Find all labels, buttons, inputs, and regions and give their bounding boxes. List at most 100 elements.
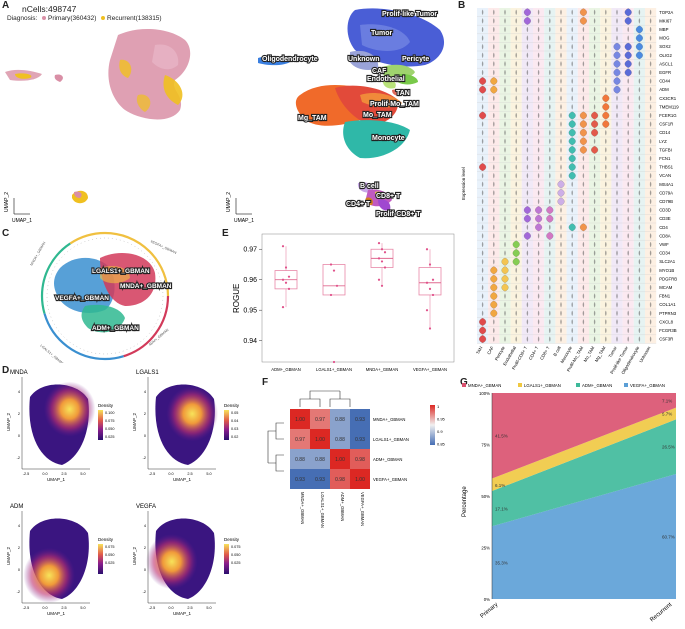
violin [526, 293, 529, 299]
violin [549, 9, 551, 15]
density-ylabel: UMAP_2 [132, 412, 137, 431]
violin [593, 319, 596, 325]
violin [481, 104, 484, 110]
y-tick-label: 0.97 [243, 247, 257, 254]
violin [560, 147, 562, 153]
g-y-tick: 0% [484, 597, 490, 602]
violin [571, 284, 573, 291]
violin [515, 61, 517, 67]
violin [549, 18, 551, 24]
violin [571, 69, 573, 76]
violin [638, 87, 641, 93]
density-hotspot [166, 386, 219, 442]
density-plot-title: LGALS1 [136, 370, 159, 376]
gene-label: FCGR3B [659, 328, 677, 333]
box-point [284, 281, 288, 284]
violin [490, 292, 498, 301]
circos-label-mnda: MNDA+_GBMAN [120, 283, 172, 290]
violin [526, 173, 529, 179]
violin [560, 138, 562, 144]
violin [605, 327, 607, 334]
violin [605, 44, 607, 50]
violin [638, 198, 641, 205]
violin [582, 216, 585, 222]
violin [638, 276, 641, 282]
violin [549, 87, 551, 93]
area-label-recurrent: 5.7% [662, 411, 672, 416]
violin [537, 26, 540, 33]
box-point [332, 360, 336, 364]
legend-swatch-2 [576, 383, 580, 387]
violin [526, 130, 529, 136]
violin [571, 259, 573, 265]
violin [490, 274, 498, 283]
violin [481, 138, 484, 144]
violin [515, 224, 517, 230]
violin [627, 233, 629, 239]
violin [649, 336, 652, 342]
legend-swatch-3 [624, 383, 628, 387]
violin [549, 26, 551, 33]
violin [602, 94, 610, 103]
violin [571, 327, 573, 334]
density-y-tick: -2 [143, 456, 146, 460]
violin [593, 224, 596, 230]
violin [582, 181, 585, 187]
violin [560, 61, 562, 67]
density-legend-title: Density [98, 403, 114, 408]
violin [638, 319, 641, 325]
area-label-recurrent: 26.5% [662, 445, 675, 450]
violin [481, 224, 484, 230]
violin [627, 155, 629, 162]
density-x-tick: 2.5 [187, 606, 192, 610]
violin [627, 293, 629, 299]
violin [571, 18, 573, 24]
violin [605, 35, 607, 41]
violin [493, 233, 495, 239]
violin [605, 216, 607, 222]
violin [605, 69, 607, 76]
panel-g-letter: G [460, 377, 468, 388]
violin [526, 224, 529, 230]
violin [537, 18, 540, 24]
area-VEGFA+_GBMAN [492, 473, 676, 599]
violin [515, 164, 517, 170]
violin [535, 206, 543, 215]
violin [593, 155, 596, 162]
violin [616, 302, 618, 308]
density-colorbar [98, 544, 103, 574]
violin [582, 95, 585, 101]
violin [512, 240, 520, 249]
violin [591, 145, 599, 154]
violin [593, 18, 596, 24]
heatmap-cell [290, 449, 310, 469]
violin [481, 35, 484, 41]
violin [560, 284, 562, 291]
violin [560, 78, 562, 84]
violin [515, 95, 517, 101]
violin [649, 44, 652, 50]
violin [638, 336, 641, 342]
violin [549, 259, 551, 265]
violin [649, 87, 652, 93]
violin [560, 87, 562, 93]
violin [504, 293, 506, 299]
violin [515, 35, 517, 41]
violin [515, 276, 517, 282]
violin [560, 18, 562, 24]
panel-b-letter: B [458, 0, 466, 11]
celltype-label: B cell [552, 345, 562, 357]
ring-lgals1 [40, 231, 170, 361]
violin [515, 284, 517, 291]
violin [537, 173, 540, 179]
density-plot-title: ADM [10, 504, 23, 510]
violin [537, 164, 540, 170]
violin [616, 164, 618, 170]
violin [593, 267, 596, 273]
violin [560, 164, 562, 170]
area-label-recurrent: 60.7% [662, 534, 675, 539]
violin [537, 259, 540, 265]
violin [537, 69, 540, 76]
violin [504, 181, 506, 187]
violin [537, 87, 540, 93]
